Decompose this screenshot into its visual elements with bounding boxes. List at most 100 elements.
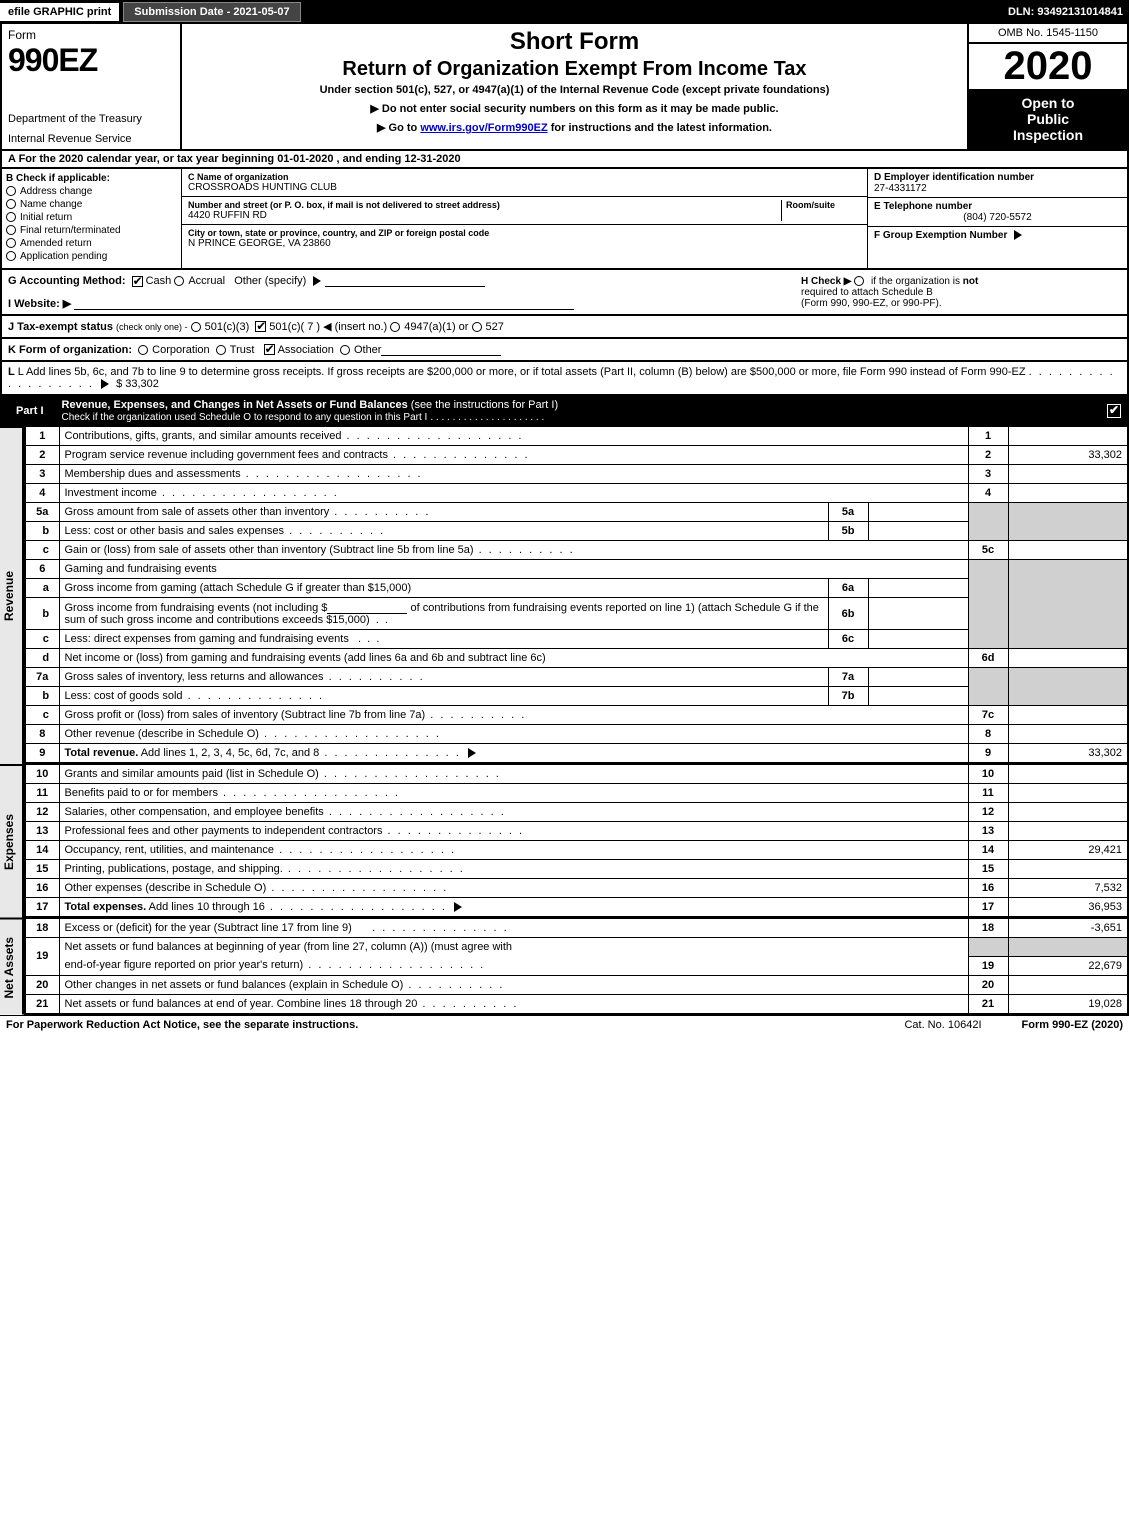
return-title: Return of Organization Exempt From Incom…	[190, 58, 959, 81]
chk-h[interactable]	[854, 276, 864, 286]
chk-4947[interactable]	[390, 322, 400, 332]
addr-label: Number and street (or P. O. box, if mail…	[188, 200, 781, 210]
cat-no: Cat. No. 10642I	[864, 1019, 1021, 1031]
chk-final-return[interactable]: Final return/terminated	[6, 225, 177, 236]
omb-number: OMB No. 1545-1150	[969, 24, 1127, 44]
triangle-icon	[468, 748, 476, 758]
table-row: aGross income from gaming (attach Schedu…	[25, 579, 1128, 598]
form-number: 990EZ	[8, 42, 174, 79]
part1-header: Part I Revenue, Expenses, and Changes in…	[0, 396, 1129, 426]
table-row: 7aGross sales of inventory, less returns…	[25, 668, 1128, 687]
table-row: 16Other expenses (describe in Schedule O…	[25, 879, 1128, 898]
chk-trust[interactable]	[216, 345, 226, 355]
chk-corporation[interactable]	[138, 345, 148, 355]
chk-association[interactable]	[264, 344, 275, 355]
form-ref: Form 990-EZ (2020)	[1022, 1019, 1123, 1031]
goto-pre: Go to	[389, 122, 421, 134]
part1-check-line: Check if the organization used Schedule …	[62, 412, 428, 423]
website-field[interactable]	[74, 297, 574, 310]
l-amount: $ 33,302	[116, 378, 159, 390]
expenses-section: Expenses 10Grants and similar amounts pa…	[0, 764, 1129, 918]
chk-527[interactable]	[472, 322, 482, 332]
open-line1: Open to	[973, 95, 1123, 111]
dept-irs: Internal Revenue Service	[8, 133, 174, 145]
table-row: 14Occupancy, rent, utilities, and mainte…	[25, 841, 1128, 860]
table-row: 1Contributions, gifts, grants, and simil…	[25, 427, 1128, 446]
expenses-tab: Expenses	[0, 764, 24, 918]
chk-application-pending[interactable]: Application pending	[6, 251, 177, 262]
header-left: Form 990EZ Department of the Treasury In…	[2, 24, 182, 149]
chk-amended-return[interactable]: Amended return	[6, 238, 177, 249]
chk-address-change[interactable]: Address change	[6, 186, 177, 197]
tax-year: 2020	[969, 44, 1127, 89]
val-19: 22,679	[1008, 956, 1128, 975]
goto-post: for instructions and the latest informat…	[548, 122, 772, 134]
line-k: K Form of organization: Corporation Trus…	[0, 339, 1129, 362]
val-21: 19,028	[1008, 994, 1128, 1014]
efile-label[interactable]: efile GRAPHIC print	[0, 3, 119, 21]
header-right: OMB No. 1545-1150 2020 Open to Public In…	[967, 24, 1127, 149]
org-address: 4420 RUFFIN RD	[188, 210, 781, 221]
table-row: 15Printing, publications, postage, and s…	[25, 860, 1128, 879]
net-assets-tab: Net Assets	[0, 918, 24, 1015]
open-line2: Public	[973, 111, 1123, 127]
part1-check-icon[interactable]	[1107, 404, 1121, 418]
table-row: dNet income or (loss) from gaming and fu…	[25, 649, 1128, 668]
k-label: K Form of organization:	[8, 344, 132, 356]
irs-link[interactable]: www.irs.gov/Form990EZ	[420, 122, 547, 134]
chk-501c[interactable]	[255, 321, 266, 332]
website-label: I Website: ▶	[8, 298, 71, 310]
table-row: bGross income from fundraising events (n…	[25, 598, 1128, 630]
table-row: 8Other revenue (describe in Schedule O)8	[25, 725, 1128, 744]
table-row: bLess: cost of goods sold7b	[25, 687, 1128, 706]
paperwork-notice: For Paperwork Reduction Act Notice, see …	[6, 1019, 864, 1031]
chk-initial-return[interactable]: Initial return	[6, 212, 177, 223]
triangle-icon	[313, 276, 321, 286]
table-row: 2Program service revenue including gover…	[25, 446, 1128, 465]
column-c-org-info: C Name of organization CROSSROADS HUNTIN…	[182, 169, 867, 268]
val-14: 29,421	[1008, 841, 1128, 860]
table-row: 13Professional fees and other payments t…	[25, 822, 1128, 841]
table-row: 12Salaries, other compensation, and empl…	[25, 803, 1128, 822]
page-footer: For Paperwork Reduction Act Notice, see …	[0, 1015, 1129, 1034]
table-row: end-of-year figure reported on prior yea…	[25, 956, 1128, 975]
line-l: L L Add lines 5b, 6c, and 7b to line 9 t…	[0, 362, 1129, 396]
table-row: 3Membership dues and assessments3	[25, 465, 1128, 484]
chk-accrual[interactable]	[174, 276, 184, 286]
col-b-title: B Check if applicable:	[6, 173, 177, 184]
form-header: Form 990EZ Department of the Treasury In…	[0, 24, 1129, 151]
other-specify-field[interactable]	[325, 274, 485, 287]
chk-cash[interactable]	[132, 276, 143, 287]
val-2: 33,302	[1008, 446, 1128, 465]
table-row: 20Other changes in net assets or fund ba…	[25, 975, 1128, 994]
table-row: cGross profit or (loss) from sales of in…	[25, 706, 1128, 725]
phone-value: (804) 720-5572	[874, 212, 1121, 223]
city-label: City or town, state or province, country…	[188, 228, 861, 238]
chk-name-change[interactable]: Name change	[6, 199, 177, 210]
other-org-field[interactable]	[381, 343, 501, 356]
table-row: bLess: cost or other basis and sales exp…	[25, 522, 1128, 541]
table-row: 18Excess or (deficit) for the year (Subt…	[25, 919, 1128, 938]
triangle-icon	[101, 379, 109, 389]
chk-501c3[interactable]	[191, 322, 201, 332]
chk-other-org[interactable]	[340, 345, 350, 355]
line-g-h: G Accounting Method: Cash Accrual Other …	[0, 270, 1129, 316]
table-row: 5aGross amount from sale of assets other…	[25, 503, 1128, 522]
table-row: 17Total expenses. Add lines 10 through 1…	[25, 898, 1128, 918]
org-city: N PRINCE GEORGE, VA 23860	[188, 238, 861, 249]
val-16: 7,532	[1008, 879, 1128, 898]
open-line3: Inspection	[973, 127, 1123, 143]
triangle-icon	[454, 902, 462, 912]
expenses-table: 10Grants and similar amounts paid (list …	[24, 764, 1129, 918]
column-def: D Employer identification number 27-4331…	[867, 169, 1127, 268]
org-name-label: C Name of organization	[188, 172, 861, 182]
6b-amount-field[interactable]	[327, 601, 407, 614]
table-row: 21Net assets or fund balances at end of …	[25, 994, 1128, 1014]
org-name: CROSSROADS HUNTING CLUB	[188, 182, 861, 193]
line-g: G Accounting Method: Cash Accrual Other …	[8, 274, 801, 287]
phone-label: E Telephone number	[874, 201, 1121, 212]
ein-label: D Employer identification number	[874, 172, 1121, 183]
table-row: cGain or (loss) from sale of assets othe…	[25, 541, 1128, 560]
group-exemption-label: F Group Exemption Number	[874, 230, 1007, 241]
g-label: G Accounting Method:	[8, 275, 126, 287]
